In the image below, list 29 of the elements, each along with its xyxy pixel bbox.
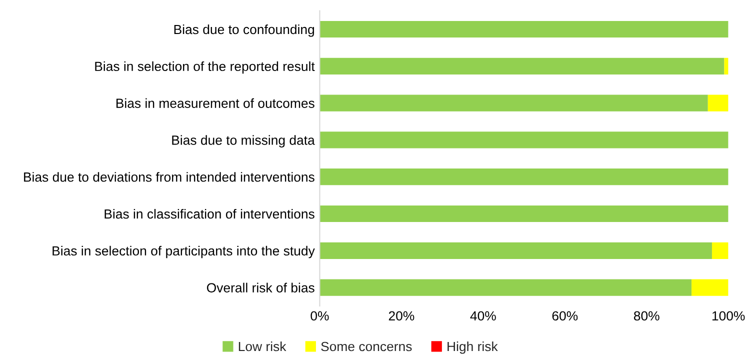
bar: [320, 242, 712, 259]
y-tick-label: Bias due to confounding: [174, 24, 314, 37]
bar: [320, 168, 728, 186]
x-tick-label: 80%: [634, 311, 660, 321]
bar: [320, 205, 728, 222]
bar: [320, 94, 708, 112]
bar: [320, 132, 728, 148]
x-tick-label: 0%: [310, 311, 329, 321]
y-tick-label: Bias due to missing data: [172, 135, 315, 148]
y-tick-label: Overall risk of bias: [206, 282, 314, 292]
legend-label: Low risk: [238, 341, 286, 352]
y-tick-label: Bias in selection of the reported result: [95, 61, 315, 74]
y-tick-label: Bias in measurement of outcomes: [116, 98, 314, 108]
bar: [320, 20, 728, 38]
x-tick-label: 20%: [388, 311, 414, 321]
bar: [724, 58, 728, 74]
bar: [712, 242, 728, 259]
bar: [708, 94, 728, 112]
y-tick-label: Bias in selection of participants into the study: [52, 246, 315, 258]
x-tick-label: 100%: [712, 311, 745, 321]
bar: [320, 58, 724, 74]
y-tick-label: Bias in classification of interventions: [104, 208, 314, 219]
legend-label: Some concerns: [321, 342, 412, 352]
x-tick-label: 40%: [470, 311, 496, 321]
bar: [320, 279, 692, 296]
bar: [692, 279, 728, 296]
legend-label: High risk: [448, 341, 498, 354]
y-tick-label: Bias due to deviations from intended interventions: [24, 172, 314, 182]
x-tick-label: 60%: [552, 311, 578, 321]
